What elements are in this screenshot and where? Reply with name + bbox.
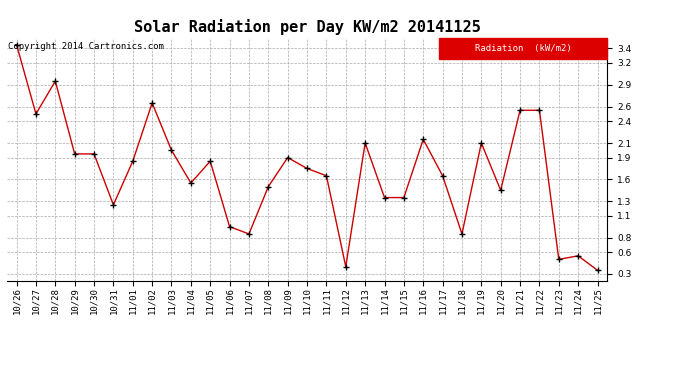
Bar: [439, 38, 607, 59]
Title: Solar Radiation per Day KW/m2 20141125: Solar Radiation per Day KW/m2 20141125: [134, 19, 480, 35]
Text: Copyright 2014 Cartronics.com: Copyright 2014 Cartronics.com: [8, 42, 164, 51]
Text: Radiation  (kW/m2): Radiation (kW/m2): [475, 44, 571, 53]
